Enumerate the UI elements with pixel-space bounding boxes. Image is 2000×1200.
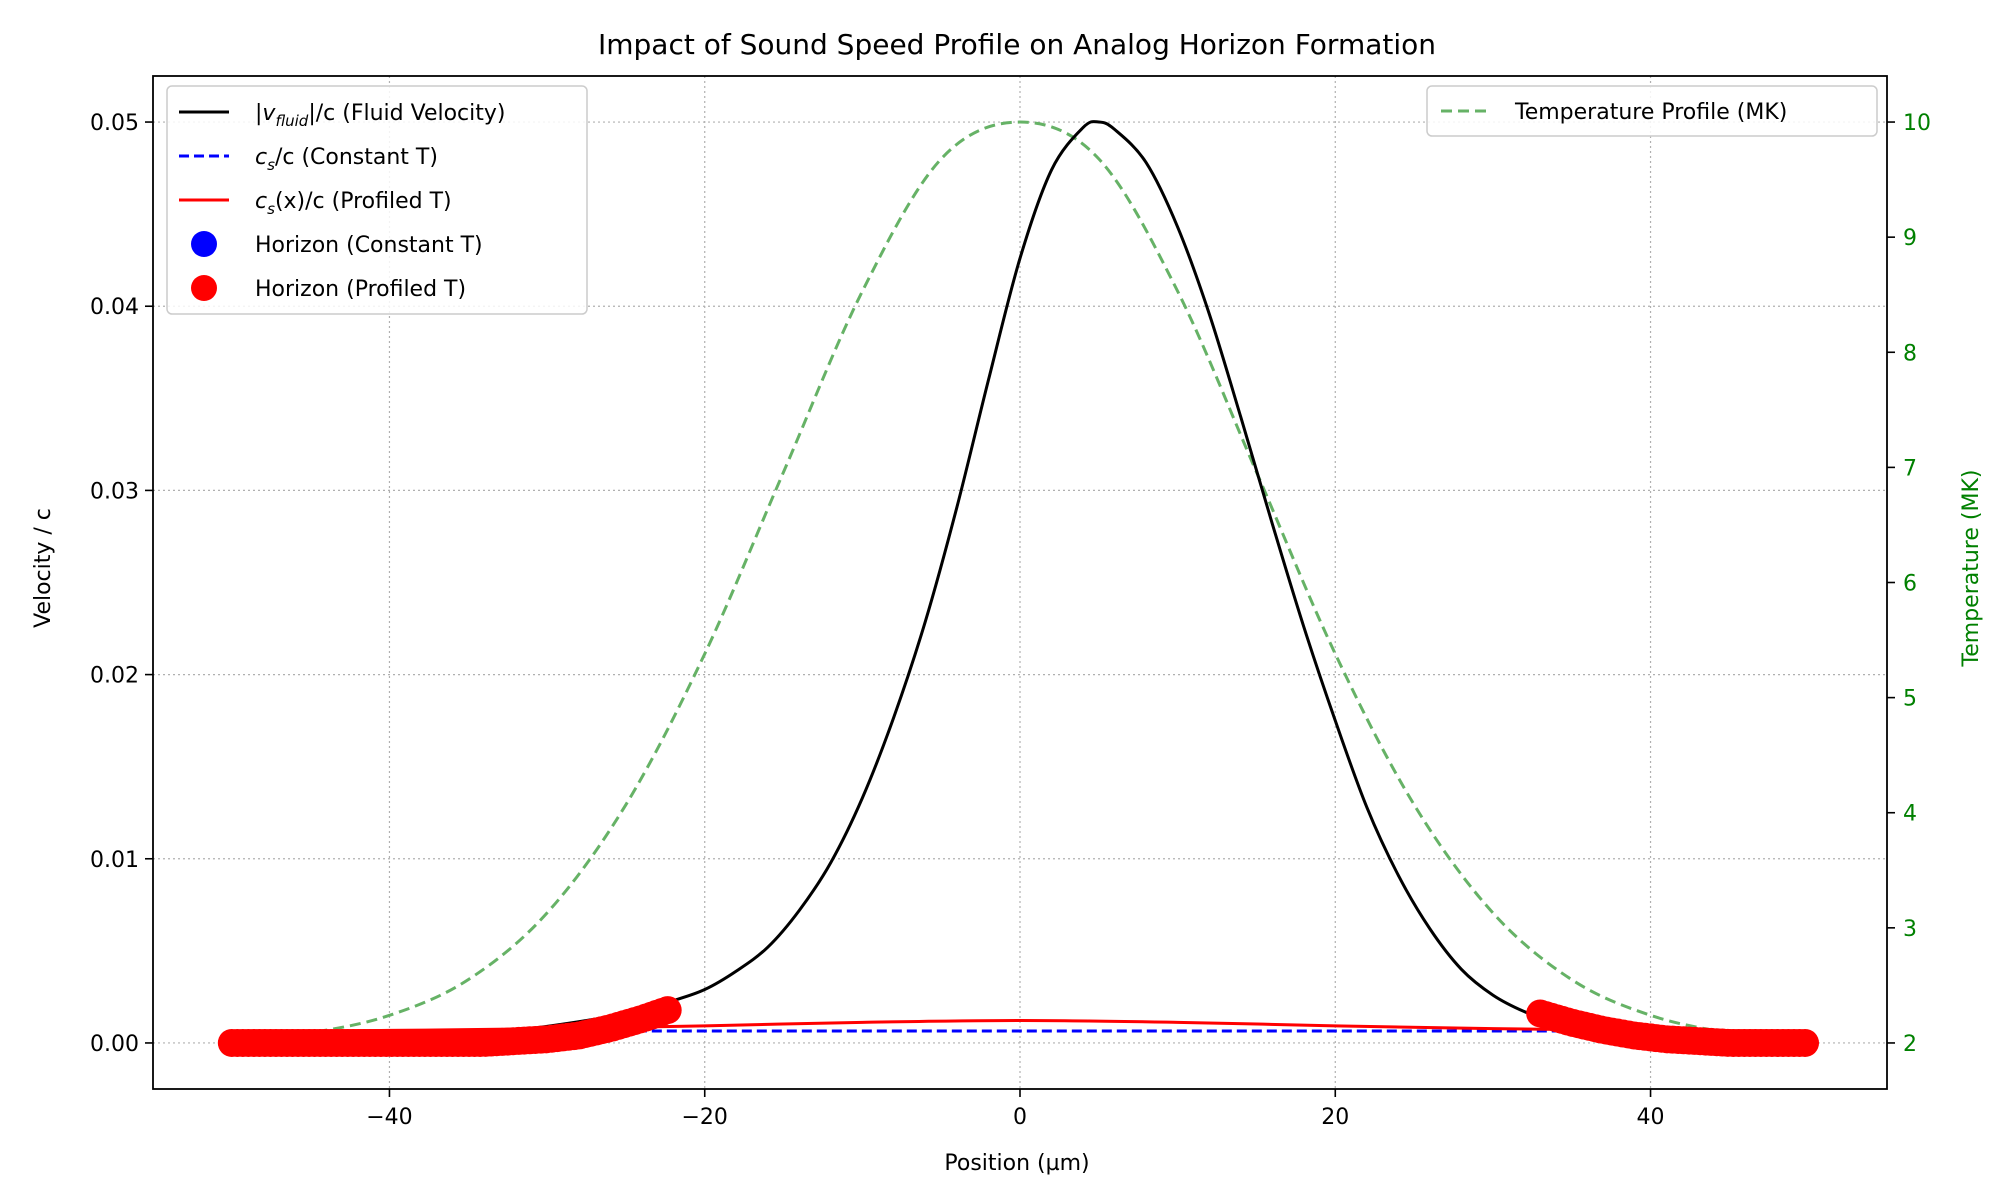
legend-entry-label: Horizon (Constant T)	[255, 233, 483, 258]
x-tick-label: 20	[1321, 1105, 1349, 1130]
y-tick-label: 0.00	[90, 1032, 139, 1057]
y-tick-label: 0.05	[90, 111, 139, 136]
y2-tick-label: 2	[1903, 1032, 1917, 1057]
horizon-marker	[653, 996, 682, 1025]
y-axis-label: Velocity / c	[31, 508, 56, 628]
y2-tick-label: 3	[1903, 917, 1917, 942]
horizon-profiled-markers	[217, 996, 1820, 1057]
legend-left: |vfluid|/c (Fluid Velocity) cs/c (Constan…	[166, 85, 588, 315]
chart-title: Impact of Sound Speed Profile on Analog …	[598, 28, 1436, 61]
series-temperature	[231, 120, 1809, 1041]
legend-marker	[191, 275, 217, 301]
x-tick-label: −20	[682, 1105, 728, 1130]
y-tick-label: 0.03	[90, 479, 139, 504]
x-tick-label: 40	[1637, 1105, 1665, 1130]
legend-right-box	[1426, 85, 1878, 137]
y2-tick-label: 5	[1903, 687, 1917, 712]
series-fluid-velocity	[231, 120, 1809, 1044]
legend-entry-label: cs(x)/c (Profiled T)	[255, 189, 452, 218]
legend-left-box	[166, 85, 588, 315]
y2-tick-label: 4	[1903, 802, 1917, 827]
y2-tick-label: 9	[1903, 226, 1917, 251]
y2-axis-label: Temperature (MK)	[1959, 470, 1984, 668]
y2-tick-label: 7	[1903, 456, 1917, 481]
axes: −40 −20 0 20 40 0.00 0.01 0.02 0.03 0.04 0.05 2 3 4 5 6…	[90, 75, 1931, 1130]
legend-entry-label: Horizon (Profiled T)	[255, 277, 466, 302]
legend-entry-label: cs/c (Constant T)	[255, 145, 438, 174]
y-tick-label: 0.02	[90, 664, 139, 689]
y-tick-label: 0.04	[90, 295, 139, 320]
y2-tick-label: 8	[1903, 341, 1917, 366]
series-layer	[217, 120, 1820, 1057]
y2-tick-label: 6	[1903, 572, 1917, 597]
x-tick-label: 0	[1013, 1105, 1027, 1130]
x-tick-label: −40	[366, 1105, 412, 1130]
y2-tick-label: 10	[1903, 111, 1931, 136]
x-axis-label: Position (µm)	[944, 1151, 1089, 1176]
legend-entry-label: Temperature Profile (MK)	[1514, 100, 1787, 125]
legend-marker	[191, 231, 217, 257]
horizon-marker	[1791, 1028, 1820, 1057]
legend-entry-label: |vfluid|/c (Fluid Velocity)	[255, 101, 506, 130]
legend-right: Temperature Profile (MK)	[1426, 85, 1878, 137]
y-tick-label: 0.01	[90, 848, 139, 873]
